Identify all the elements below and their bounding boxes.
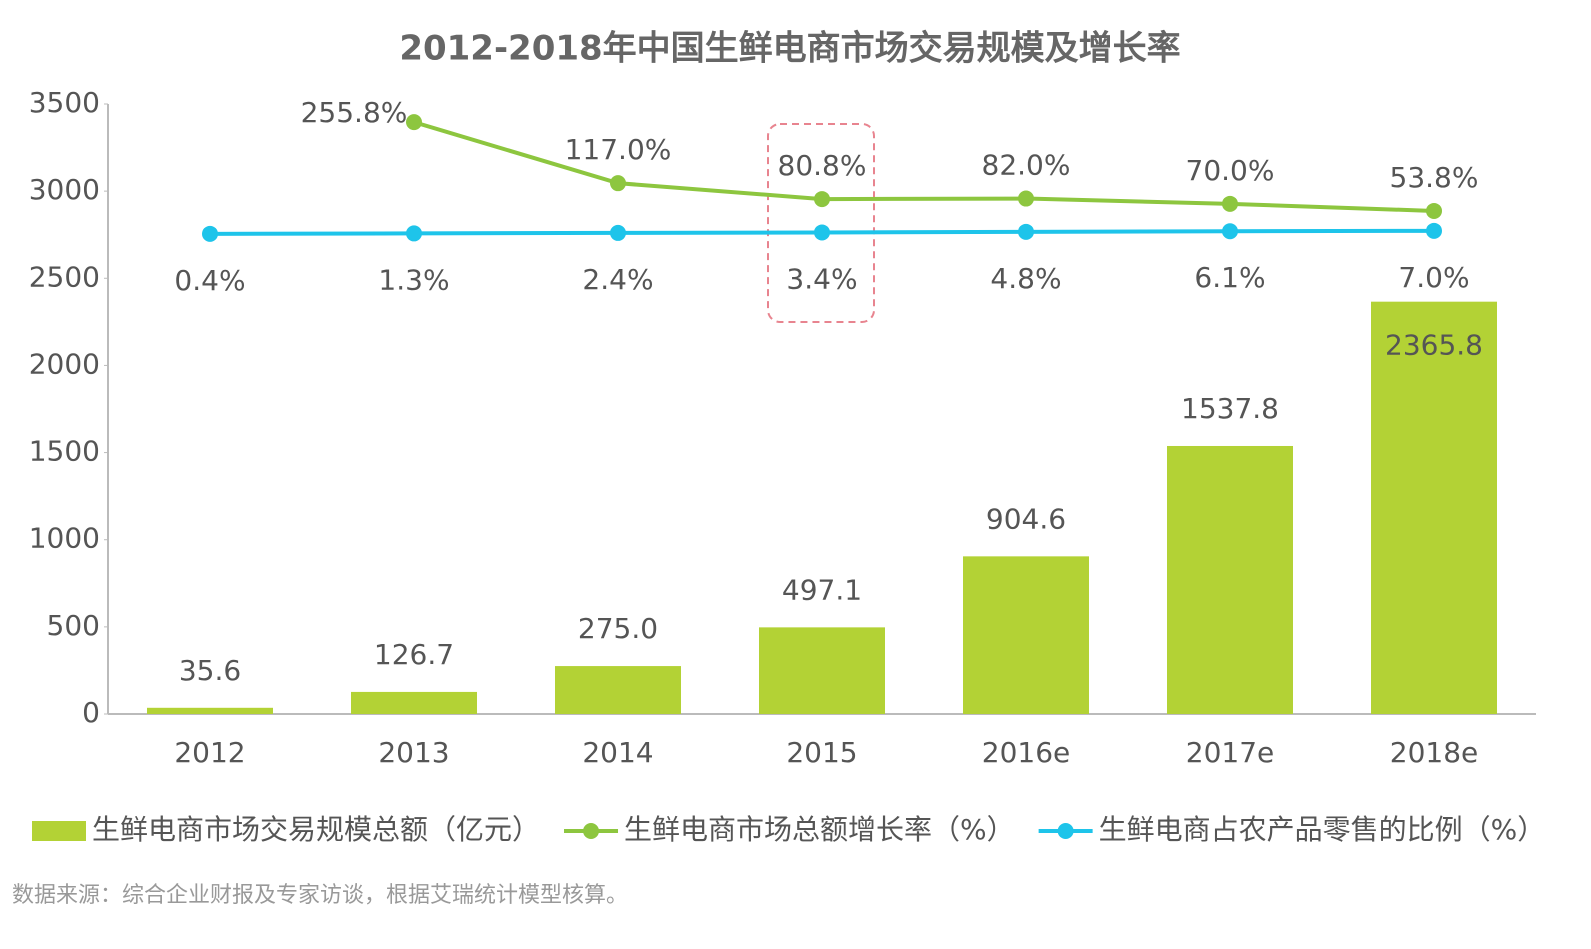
line-value-label: 3.4% [786, 262, 857, 295]
legend-label: 生鲜电商市场交易规模总额（亿元） [92, 813, 540, 846]
bar [147, 707, 273, 714]
line-point [406, 225, 422, 242]
line-point [814, 191, 830, 208]
bar-value-label: 1537.8 [1181, 392, 1279, 425]
line-point [1018, 223, 1034, 240]
line-point [1222, 195, 1238, 212]
bar-value-label: 904.6 [986, 502, 1066, 535]
bar [351, 691, 477, 714]
line-point [1426, 222, 1442, 239]
line-value-label: 82.0% [982, 149, 1071, 182]
line-value-label: 1.3% [378, 263, 449, 296]
legend-swatch [583, 823, 600, 839]
line [413, 120, 1435, 213]
line-point [610, 175, 626, 192]
line-value-label: 6.1% [1194, 261, 1265, 294]
chart-title: 2012-2018年中国生鲜电商市场交易规模及增长率 [399, 29, 1180, 69]
line-value-label: 117.0% [565, 133, 672, 166]
legend-label: 生鲜电商占农产品零售的比例（%） [1099, 813, 1546, 846]
bar-value-label: 497.1 [782, 573, 862, 606]
x-tick-label: 2016e [982, 736, 1070, 769]
bar [1167, 445, 1293, 714]
x-tick-label: 2017e [1186, 736, 1274, 769]
line-value-label: 53.8% [1390, 161, 1479, 194]
x-tick-label: 2014 [582, 736, 653, 769]
line-value-label: 255.8% [301, 96, 408, 129]
line-point [610, 224, 626, 241]
bar [759, 627, 885, 714]
y-tick-label: 500 [47, 609, 100, 642]
bar-value-label: 126.7 [374, 638, 454, 671]
x-tick-label: 2012 [174, 736, 245, 769]
y-tick-label: 2000 [29, 347, 100, 380]
y-tick-label: 3000 [29, 173, 100, 206]
line-point [1426, 202, 1442, 219]
line-point [814, 224, 830, 241]
bar-value-label: 2365.8 [1385, 329, 1483, 362]
bar-value-label: 275.0 [578, 612, 658, 645]
y-tick-label: 1000 [29, 522, 100, 555]
line-point [202, 225, 218, 242]
legend-swatch [32, 821, 86, 841]
line-point [1222, 223, 1238, 240]
line-value-label: 70.0% [1186, 154, 1275, 187]
bar [1371, 301, 1497, 714]
x-tick-label: 2018e [1390, 736, 1478, 769]
y-tick-label: 2500 [29, 260, 100, 293]
y-tick-label: 1500 [29, 435, 100, 468]
x-tick-label: 2015 [786, 736, 857, 769]
highlight-box [767, 123, 875, 323]
line-value-label: 0.4% [174, 264, 245, 297]
line-value-label: 4.8% [990, 262, 1061, 295]
bar-value-label: 35.6 [179, 654, 241, 687]
y-tick-label: 0 [82, 696, 100, 729]
bar [555, 666, 681, 714]
line-value-label: 7.0% [1398, 261, 1469, 294]
line-point [1018, 190, 1034, 207]
legend-label: 生鲜电商市场总额增长率（%） [624, 813, 1015, 846]
y-tick-label: 3500 [29, 86, 100, 119]
legend-swatch [1057, 823, 1074, 839]
line-value-label: 2.4% [582, 263, 653, 296]
line-value-label: 80.8% [778, 149, 867, 182]
bar [963, 556, 1089, 714]
source-note: 数据来源：综合企业财报及专家访谈，根据艾瑞统计模型核算。 [12, 883, 628, 908]
x-tick-label: 2013 [378, 736, 449, 769]
line-point [406, 114, 422, 131]
